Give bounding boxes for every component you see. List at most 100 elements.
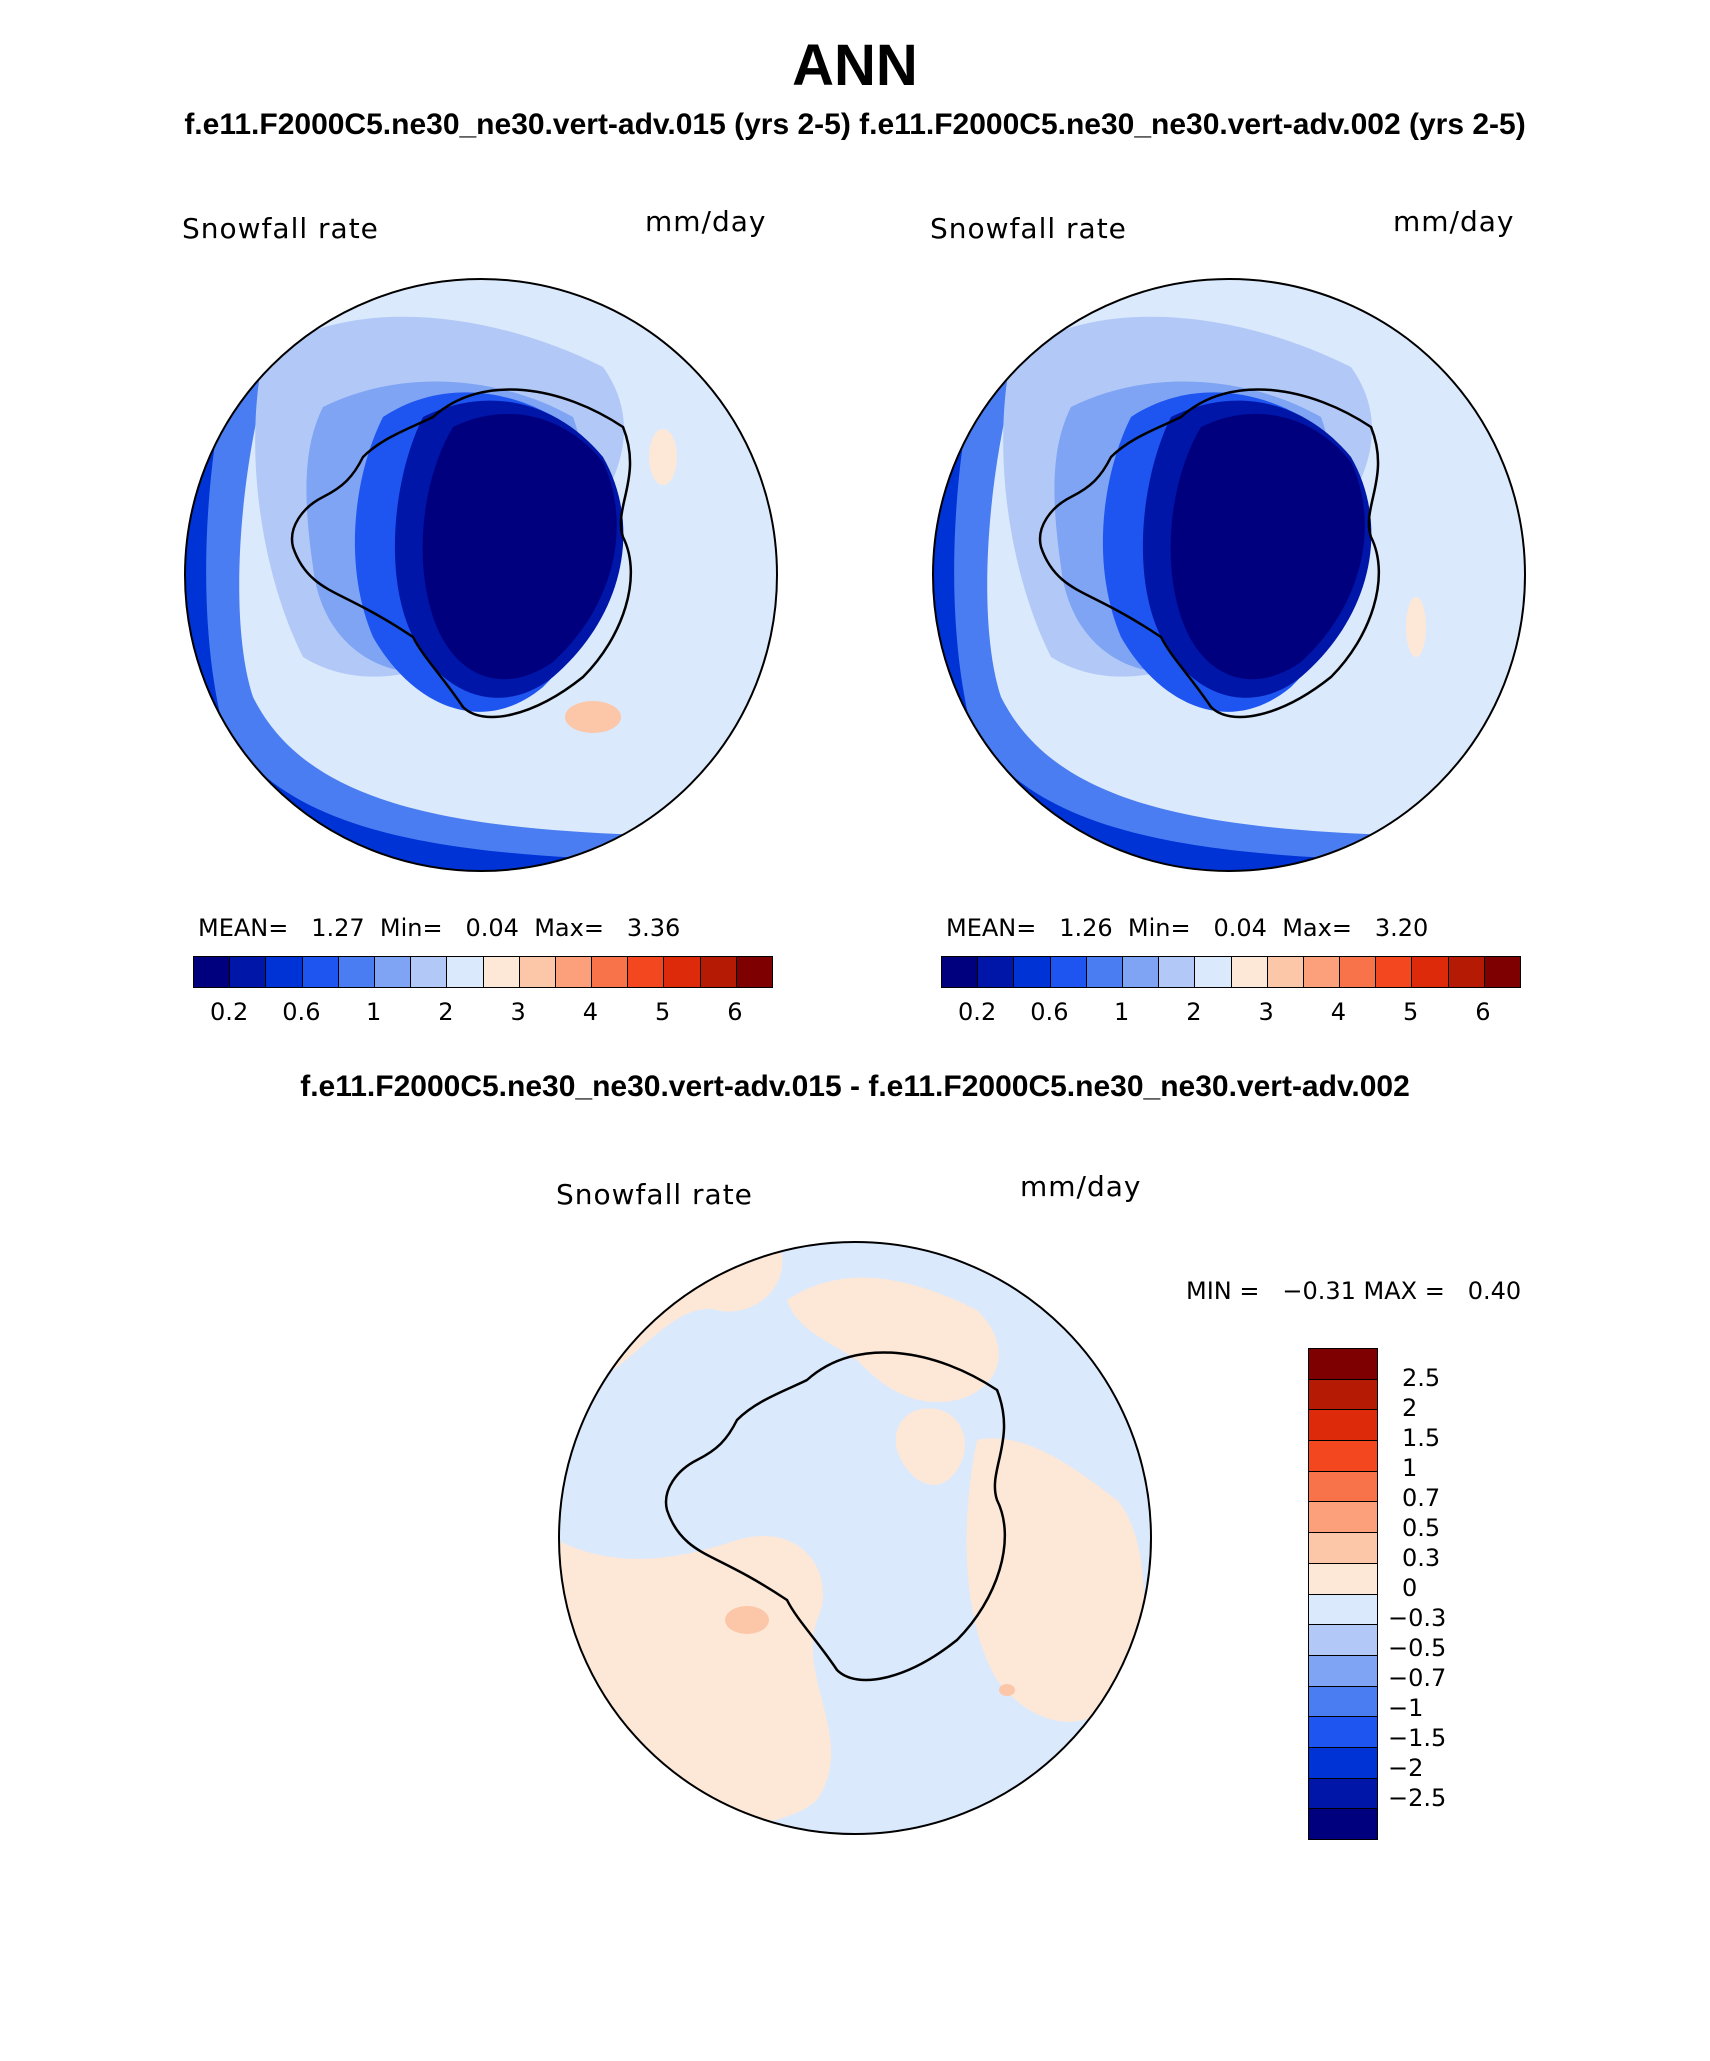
- colorbar-tick-label: 0: [1402, 1574, 1418, 1602]
- ice-core: [1170, 413, 1365, 680]
- colorbar-tick-label: 0.7: [1402, 1484, 1441, 1512]
- colorbar-tick-label: 6: [727, 998, 743, 1026]
- colorbar-tick-label: 0.2: [210, 998, 249, 1026]
- colorbar-tick-label: −0.5: [1388, 1634, 1447, 1662]
- colorbar-swatch: [664, 957, 701, 987]
- colorbar-swatch: [1309, 1809, 1377, 1839]
- positive-diff-region: [895, 1408, 965, 1485]
- positive-diff-region: [966, 1438, 1144, 1722]
- colorbar-swatch: [266, 957, 303, 987]
- colorbar-tick-label: 2: [1186, 998, 1202, 1026]
- colorbar-swatch: [1309, 1349, 1377, 1380]
- colorbar-swatch: [194, 957, 231, 987]
- colorbar-swatch: [942, 957, 979, 987]
- colorbar-swatch: [1309, 1471, 1377, 1503]
- colorbar-swatch: [1014, 957, 1051, 987]
- colorbar-swatch: [1086, 957, 1123, 987]
- colorbar-tick-label: 5: [654, 998, 671, 1026]
- colorbar-swatch: [1303, 957, 1341, 987]
- ice-core: [422, 413, 617, 680]
- colorbar-swatch: [483, 957, 520, 987]
- colorbar-swatch: [1309, 1625, 1377, 1656]
- colorbar-swatch: [700, 957, 737, 987]
- colorbar-swatch: [555, 957, 593, 987]
- colorbar-tick-label: −1: [1388, 1694, 1424, 1722]
- panel1-polar-map: [184, 278, 778, 872]
- colorbar-swatch: [1195, 957, 1232, 987]
- panel3-stats: MIN = −0.31 MAX = 0.40: [1186, 1277, 1522, 1305]
- colorbar-tick-label: 0.5: [1402, 1514, 1441, 1542]
- positive-diff-region: [787, 1277, 999, 1402]
- panel1-colorbar: [193, 956, 773, 988]
- colorbar-swatch: [1159, 957, 1196, 987]
- panel2-variable-label: Snowfall rate: [930, 212, 1127, 245]
- colorbar-tick-label: 6: [1475, 998, 1491, 1026]
- colorbar-tick-label: −0.7: [1388, 1664, 1447, 1692]
- colorbar-tick-label: 0.3: [1402, 1544, 1441, 1572]
- colorbar-tick-label: 0.6: [1030, 998, 1069, 1026]
- colorbar-swatch: [1309, 1686, 1377, 1718]
- colorbar-tick-label: 1: [1113, 998, 1130, 1026]
- colorbar-swatch: [1309, 1717, 1377, 1748]
- colorbar-tick-label: 0.6: [282, 998, 321, 1026]
- colorbar-tick-label: 4: [1330, 998, 1347, 1026]
- positive-anomaly-patch: [1406, 597, 1426, 657]
- colorbar-swatch: [1309, 1502, 1377, 1534]
- colorbar-swatch: [302, 957, 339, 987]
- colorbar-swatch: [1309, 1747, 1377, 1779]
- colorbar-tick-label: −2: [1388, 1754, 1424, 1782]
- panel2-stats: MEAN= 1.26 Min= 0.04 Max= 3.20: [946, 914, 1429, 942]
- colorbar-tick-label: 5: [1402, 998, 1419, 1026]
- colorbar-swatch: [592, 957, 629, 987]
- colorbar-swatch: [1309, 1533, 1377, 1564]
- colorbar-swatch: [447, 957, 484, 987]
- difference-title: f.e11.F2000C5.ne30_ne30.vert-adv.015 - f…: [300, 1070, 1410, 1103]
- colorbar-swatch: [1231, 957, 1268, 987]
- panel3-variable-label: Snowfall rate: [556, 1178, 753, 1211]
- colorbar-swatch: [978, 957, 1015, 987]
- difference-colorbar: [1308, 1348, 1378, 1840]
- colorbar-tick-label: 1: [1402, 1454, 1418, 1482]
- colorbar-swatch: [1309, 1379, 1377, 1411]
- coastline: [290, 388, 632, 719]
- panel2-colorbar: [941, 956, 1521, 988]
- main-title: ANN: [792, 33, 918, 98]
- colorbar-tick-label: −1.5: [1388, 1724, 1447, 1752]
- panel3-units-label: mm/day: [1020, 1170, 1142, 1203]
- map-border: [184, 278, 778, 872]
- colorbar-swatch: [736, 957, 772, 987]
- colorbar-swatch: [1376, 957, 1413, 987]
- colorbar-swatch: [1050, 957, 1087, 987]
- colorbar-swatch: [519, 957, 556, 987]
- map-border: [558, 1241, 1152, 1835]
- colorbar-swatch: [1309, 1441, 1377, 1472]
- positive-anomaly-patch: [565, 701, 621, 733]
- colorbar-swatch: [338, 957, 375, 987]
- case-subtitle: f.e11.F2000C5.ne30_ne30.vert-adv.015 (yr…: [184, 108, 1526, 141]
- colorbar-tick-label: −0.3: [1388, 1604, 1447, 1632]
- positive-diff-patch: [725, 1606, 769, 1634]
- positive-diff-patch: [999, 1684, 1015, 1696]
- colorbar-swatch: [411, 957, 448, 987]
- panel1-units-label: mm/day: [645, 205, 767, 238]
- colorbar-tick-label: −2.5: [1388, 1784, 1447, 1812]
- panel1-variable-label: Snowfall rate: [182, 212, 379, 245]
- panel2-units-label: mm/day: [1393, 205, 1515, 238]
- colorbar-swatch: [1484, 957, 1520, 987]
- panel2-polar-map: [932, 278, 1526, 872]
- colorbar-swatch: [374, 957, 412, 987]
- colorbar-tick-label: 0.2: [958, 998, 997, 1026]
- colorbar-tick-label: 1: [365, 998, 382, 1026]
- colorbar-swatch: [1309, 1778, 1377, 1810]
- map-border: [932, 278, 1526, 872]
- difference-polar-map: [558, 1241, 1152, 1835]
- panel1-stats: MEAN= 1.27 Min= 0.04 Max= 3.36: [198, 914, 681, 942]
- colorbar-swatch: [628, 957, 665, 987]
- colorbar-tick-label: 2: [438, 998, 454, 1026]
- colorbar-tick-label: 1.5: [1402, 1424, 1441, 1452]
- colorbar-swatch: [1267, 957, 1304, 987]
- colorbar-tick-label: 4: [582, 998, 599, 1026]
- colorbar-swatch: [1412, 957, 1449, 987]
- colorbar-swatch: [1122, 957, 1160, 987]
- colorbar-tick-label: 3: [510, 998, 526, 1026]
